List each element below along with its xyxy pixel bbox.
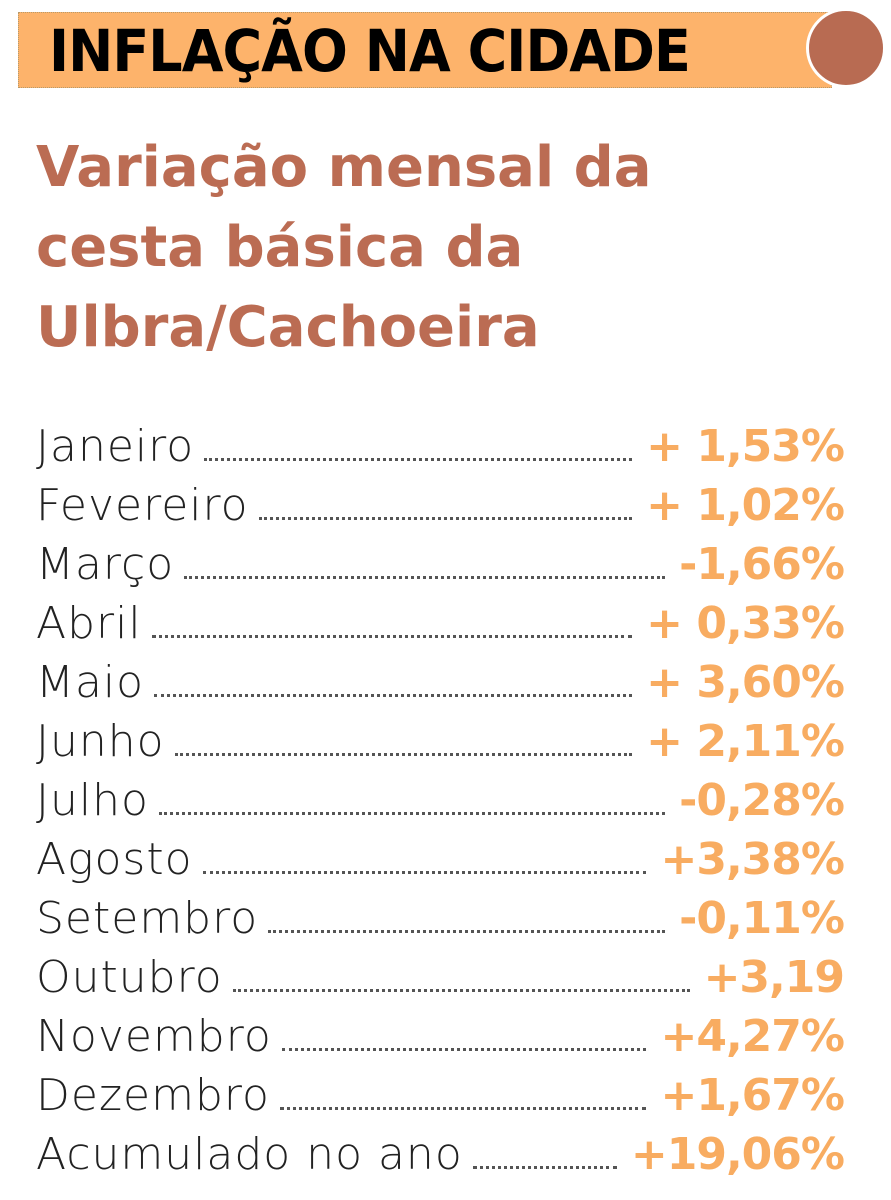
month-label: Maio <box>36 657 145 708</box>
dotted-leader <box>154 694 633 697</box>
variation-value: + 3,60% <box>646 657 845 708</box>
month-label: Abril <box>36 598 142 649</box>
list-item: Fevereiro + 1,02% <box>36 473 845 532</box>
variation-value: +4,27% <box>660 1011 845 1062</box>
variation-value: +1,67% <box>660 1070 845 1121</box>
variation-value: + 1,53% <box>646 421 845 472</box>
dotted-leader <box>174 753 633 756</box>
list-item: Maio + 3,60% <box>36 650 845 709</box>
month-label: Acumulado no ano <box>36 1129 463 1180</box>
dotted-leader <box>472 1166 617 1169</box>
variation-value: + 1,02% <box>646 480 845 531</box>
dotted-leader <box>151 635 633 638</box>
variation-value: -0,28% <box>679 775 845 826</box>
list-item: Agosto +3,38% <box>36 827 845 886</box>
month-label: Fevereiro <box>36 480 249 531</box>
variation-value: +19,06% <box>630 1129 845 1180</box>
circle-decoration-icon <box>806 8 886 88</box>
variation-value: +3,38% <box>660 834 845 885</box>
title-line-1: Variação mensal da <box>36 135 652 200</box>
list-item: Junho + 2,11% <box>36 709 845 768</box>
dotted-leader <box>281 1048 647 1051</box>
dotted-leader <box>279 1107 647 1110</box>
list-item: Janeiro + 1,53% <box>36 414 845 473</box>
title-line-3: Ulbra/Cachoeira <box>36 295 540 360</box>
dotted-leader <box>258 517 633 520</box>
dotted-leader <box>268 930 666 933</box>
month-label: Outubro <box>36 952 223 1003</box>
dotted-leader <box>204 458 633 461</box>
variation-value: + 2,11% <box>646 716 845 767</box>
dotted-leader <box>232 989 690 992</box>
list-item: Julho -0,28% <box>36 768 845 827</box>
variation-value: -1,66% <box>679 539 845 590</box>
title-line-2: cesta básica da <box>36 215 524 280</box>
list-item: Novembro +4,27% <box>36 1004 845 1063</box>
list-item: Abril + 0,33% <box>36 591 845 650</box>
variation-value: -0,11% <box>679 893 845 944</box>
list-item: Dezembro +1,67% <box>36 1063 845 1122</box>
dotted-leader <box>202 871 647 874</box>
list-item: Acumulado no ano +19,06% <box>36 1122 845 1181</box>
month-label: Julho <box>36 775 149 826</box>
chart-title: Variação mensal da cesta básica da Ulbra… <box>36 128 652 368</box>
month-label: Novembro <box>36 1011 272 1062</box>
list-item: Setembro -0,11% <box>36 886 845 945</box>
list-item: Março -1,66% <box>36 532 845 591</box>
variation-value: +3,19 <box>703 952 845 1003</box>
monthly-variation-list: Janeiro + 1,53% Fevereiro + 1,02% Março -1,66… <box>36 414 845 1181</box>
month-label: Junho <box>36 716 165 767</box>
month-label: Agosto <box>36 834 193 885</box>
month-label: Março <box>36 539 175 590</box>
month-label: Janeiro <box>36 421 195 472</box>
header-banner: INFLAÇÃO NA CIDADE <box>18 12 832 88</box>
month-label: Dezembro <box>36 1070 270 1121</box>
dotted-leader <box>184 576 666 579</box>
list-item: Outubro +3,19 <box>36 945 845 1004</box>
dotted-leader <box>158 812 666 815</box>
month-label: Setembro <box>36 893 259 944</box>
variation-value: + 0,33% <box>646 598 845 649</box>
header-title: INFLAÇÃO NA CIDADE <box>49 17 691 85</box>
